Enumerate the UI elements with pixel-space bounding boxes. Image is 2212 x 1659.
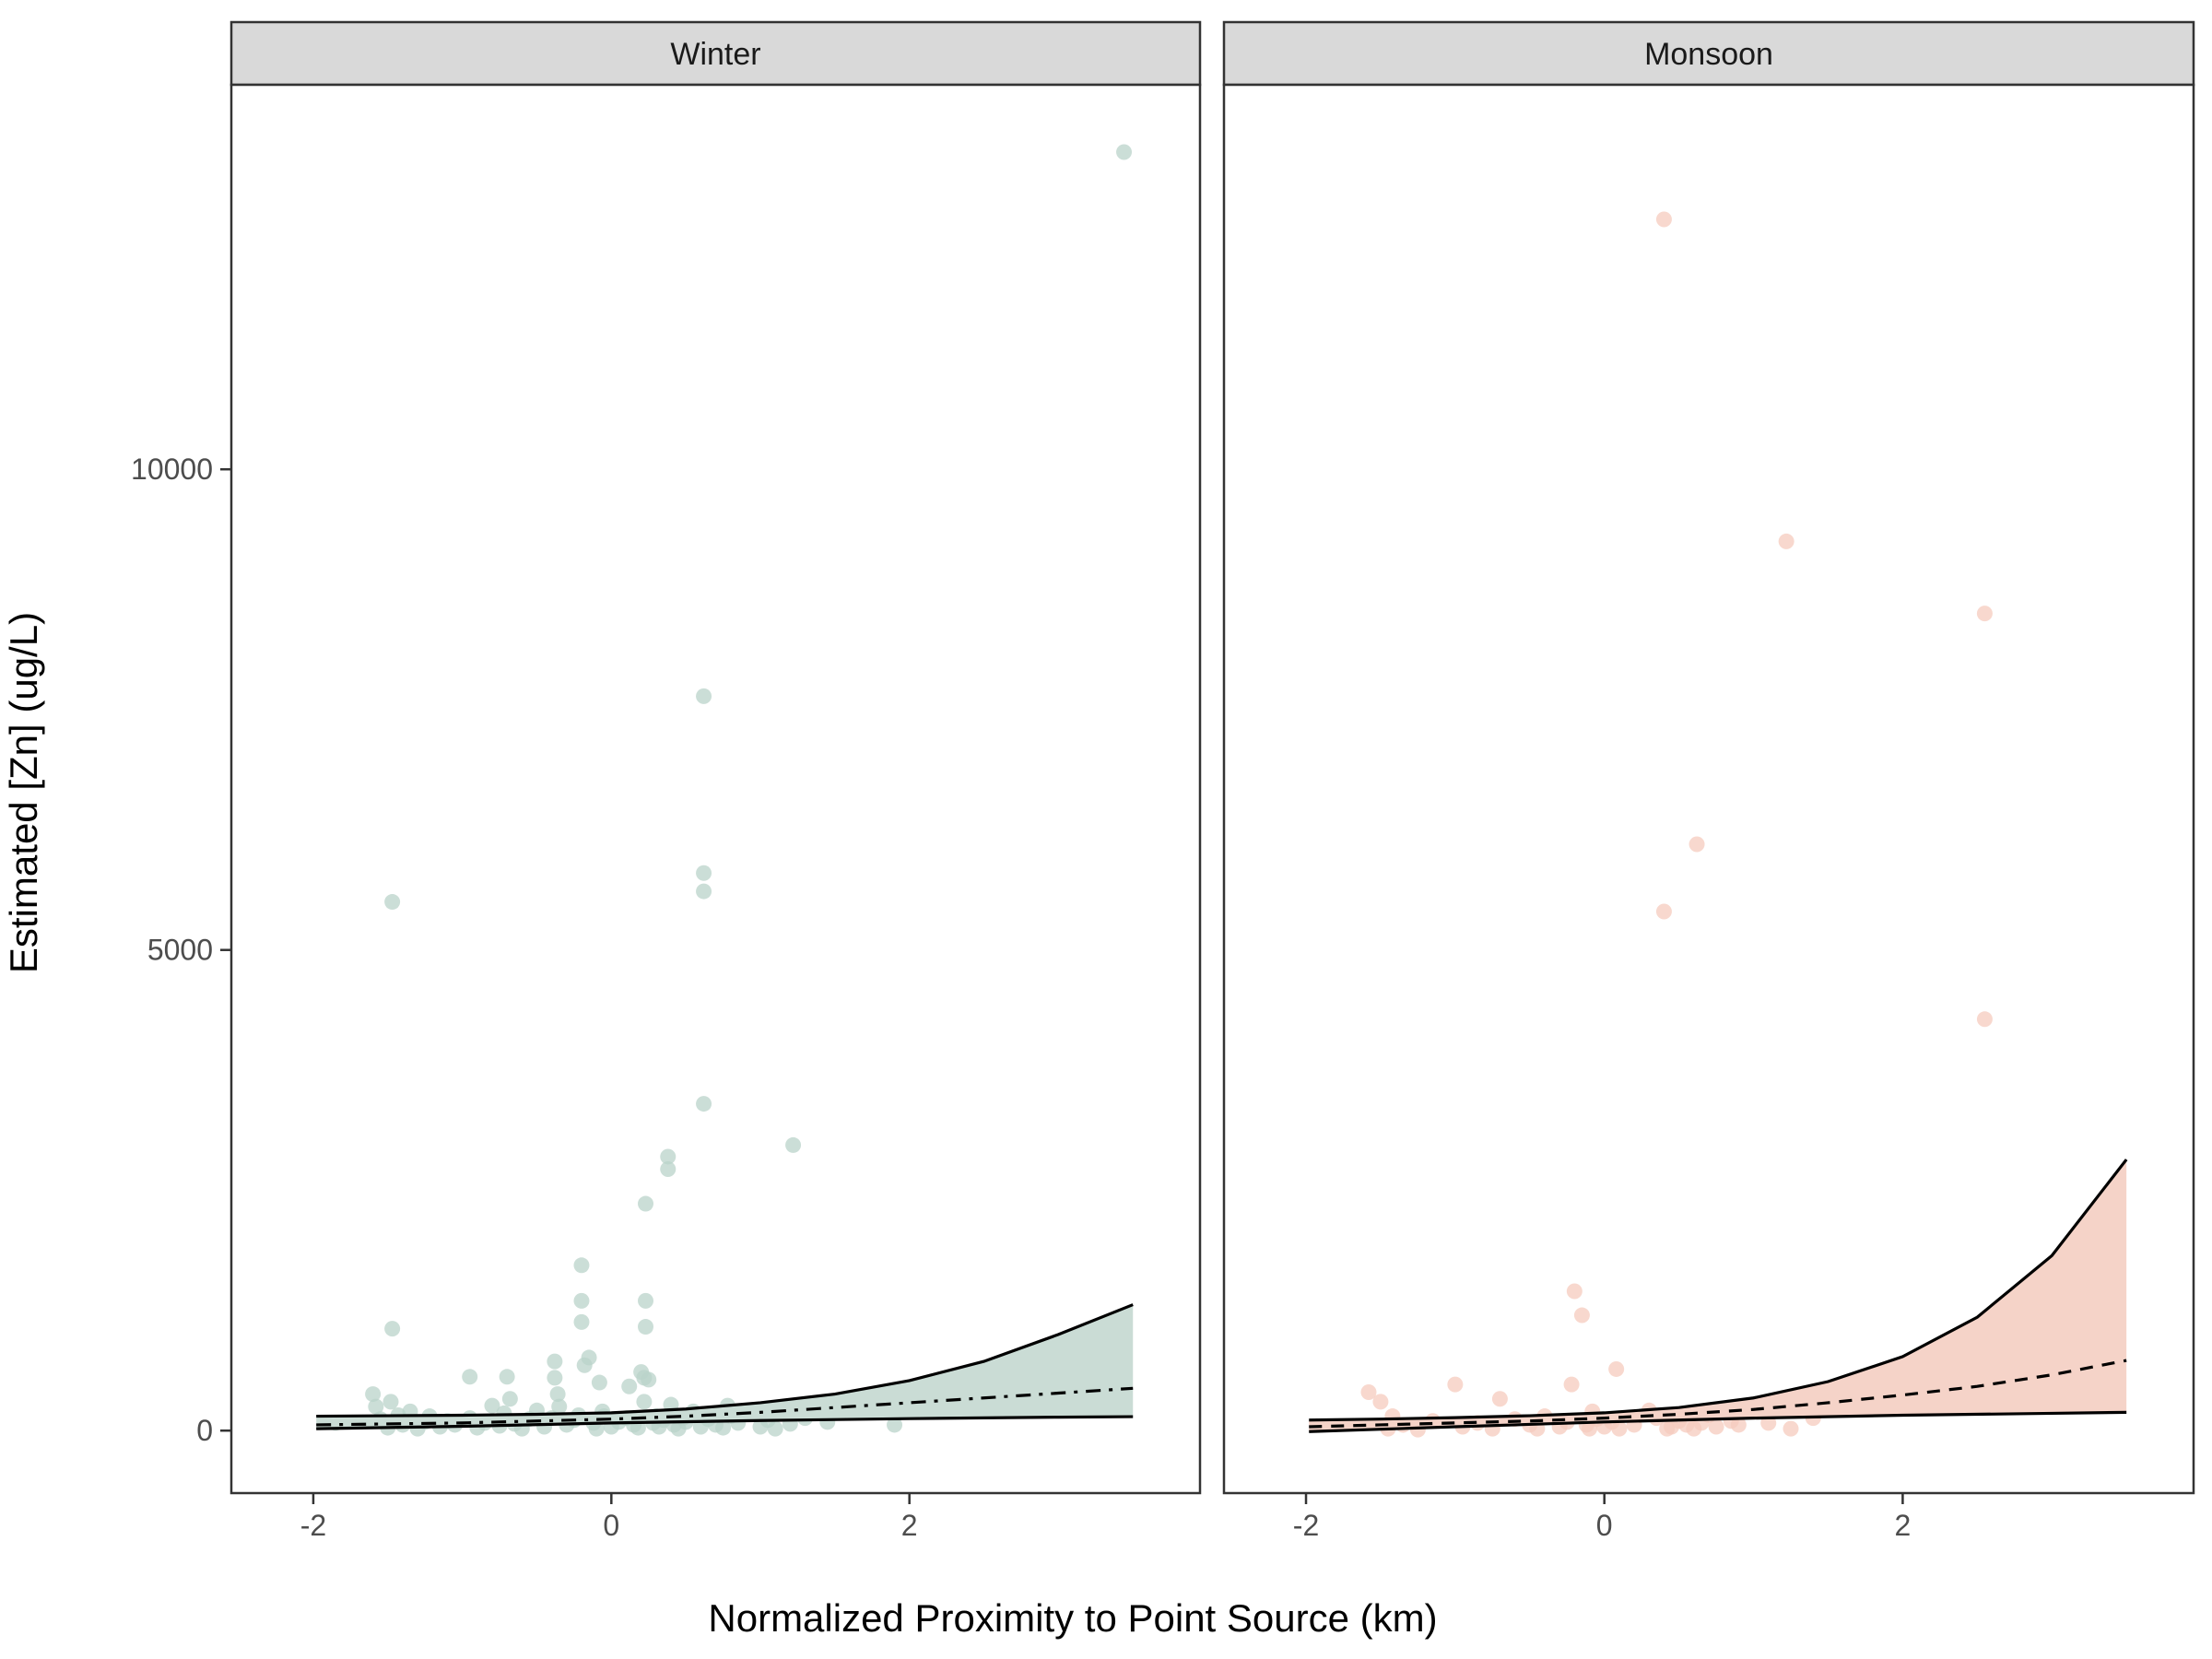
data-point <box>696 883 712 900</box>
data-point <box>696 688 712 704</box>
lower-bound-line <box>316 1415 1134 1430</box>
data-point <box>384 894 401 911</box>
upper-bound-line <box>316 1303 1134 1418</box>
data-point <box>660 1161 677 1178</box>
data-point <box>549 1386 566 1403</box>
y-axis: 0 5000 10000 <box>131 453 231 1447</box>
data-point <box>785 1136 802 1153</box>
facet-strip-label: Winter <box>670 37 760 72</box>
data-point <box>1491 1391 1508 1407</box>
panel-background <box>1224 85 2194 1493</box>
panel-winter: Winter -2 0 2 <box>229 20 1202 1542</box>
data-point <box>1573 1307 1590 1324</box>
data-point <box>462 1369 478 1385</box>
upper-bound-line <box>1309 1159 2128 1422</box>
facet-strip <box>1222 20 2195 87</box>
data-point <box>1976 1011 1993 1028</box>
x-tick-label: -2 <box>1293 1509 1319 1542</box>
data-point <box>638 1292 654 1309</box>
y-tick-label: 5000 <box>147 934 213 967</box>
data-point <box>365 1386 382 1403</box>
data-point <box>887 1417 903 1433</box>
x-tick-label: 2 <box>1895 1509 1912 1542</box>
data-point <box>638 1195 654 1212</box>
data-point <box>767 1420 783 1437</box>
data-point <box>573 1292 590 1309</box>
data-point <box>547 1370 563 1386</box>
panel-background <box>231 85 1200 1493</box>
data-point <box>1563 1376 1580 1393</box>
data-point <box>368 1398 384 1415</box>
confidence-band <box>316 1304 1134 1430</box>
data-point <box>1783 1420 1799 1437</box>
data-point <box>591 1374 607 1391</box>
x-axis-title: Normalized Proximity to Point Source (km… <box>708 1596 1437 1640</box>
data-point <box>660 1148 677 1165</box>
data-point <box>1778 533 1794 549</box>
data-point <box>573 1313 590 1330</box>
data-point <box>1608 1360 1625 1377</box>
data-point <box>382 1394 399 1410</box>
data-point <box>1688 836 1705 853</box>
panel-monsoon: Monsoon -2 0 2 <box>1222 20 2195 1542</box>
data-point <box>1447 1376 1464 1393</box>
x-tick-label: 0 <box>603 1509 619 1542</box>
data-point <box>715 1419 732 1436</box>
data-point <box>384 1321 401 1337</box>
facet-strip-label: Monsoon <box>1644 37 1773 72</box>
data-point <box>1655 211 1672 228</box>
data-point <box>1360 1383 1377 1400</box>
data-point <box>547 1353 563 1370</box>
data-point <box>696 865 712 881</box>
x-tick-label: 2 <box>901 1509 918 1542</box>
mean-estimate-line <box>316 1386 1134 1427</box>
x-tick-label: -2 <box>300 1509 326 1542</box>
confidence-band <box>1309 1159 2127 1432</box>
panels-group: Winter -2 0 2 Monsoon -2 0 2 <box>229 20 2195 1542</box>
data-point <box>1976 606 1993 622</box>
data-point <box>581 1349 597 1366</box>
data-point <box>551 1398 568 1415</box>
data-point <box>1655 903 1672 920</box>
y-tick-label: 0 <box>196 1414 213 1447</box>
data-point <box>638 1319 654 1335</box>
data-point <box>636 1394 653 1410</box>
facet-strip <box>229 20 1202 87</box>
data-point <box>641 1371 657 1388</box>
y-tick-label: 10000 <box>131 453 213 486</box>
data-point <box>1372 1394 1389 1410</box>
mean-estimate-line <box>1309 1359 2127 1429</box>
data-point <box>696 1096 712 1112</box>
panel-border <box>229 83 1202 1495</box>
data-point <box>501 1391 518 1407</box>
panel-border <box>1222 83 2195 1495</box>
data-point <box>499 1369 515 1385</box>
data-point <box>1708 1418 1724 1435</box>
data-point <box>484 1397 500 1414</box>
x-tick-label: 0 <box>1596 1509 1613 1542</box>
data-point <box>1566 1283 1583 1300</box>
data-point <box>1116 144 1133 160</box>
lower-bound-line <box>1309 1410 2127 1433</box>
data-point <box>1730 1417 1747 1433</box>
data-point <box>621 1378 638 1394</box>
data-point <box>573 1257 590 1274</box>
y-axis-title: Estimated [Zn] (ug/L) <box>2 612 45 973</box>
data-point <box>1611 1420 1628 1437</box>
